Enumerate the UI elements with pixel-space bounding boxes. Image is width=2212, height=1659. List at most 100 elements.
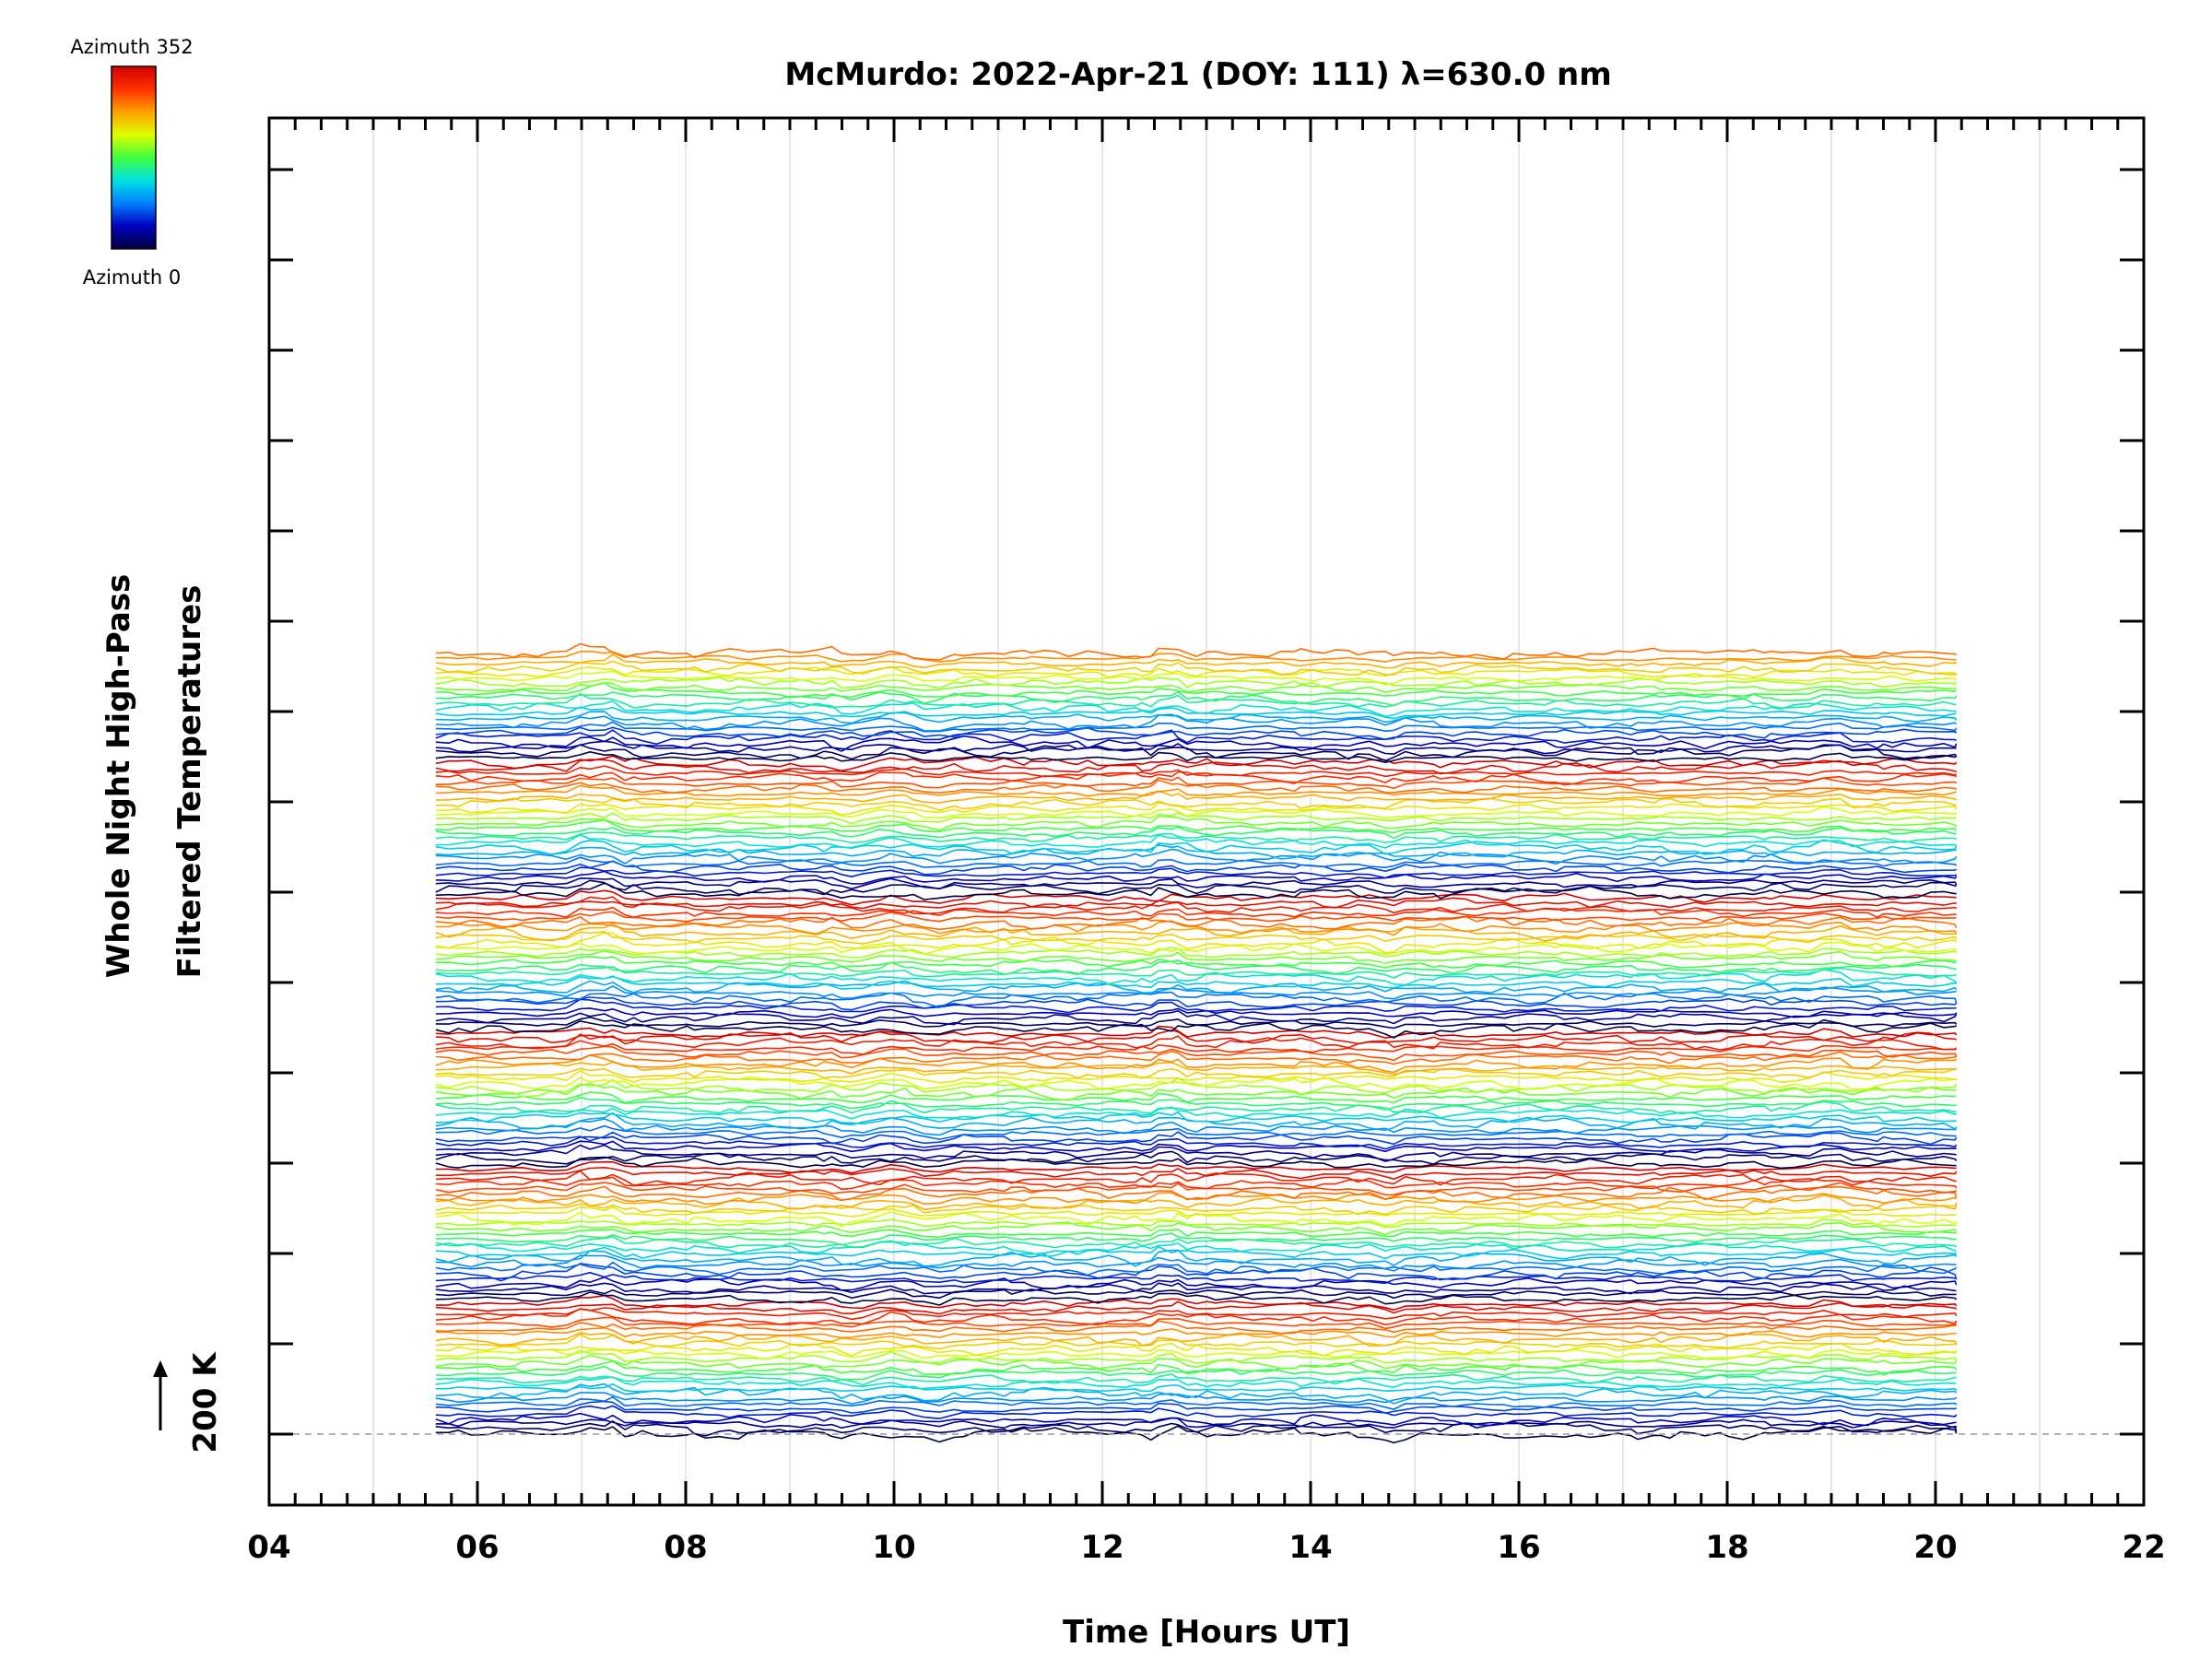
trace-line bbox=[435, 1030, 1958, 1045]
trace-line bbox=[435, 806, 1958, 819]
trace-line bbox=[435, 896, 1958, 915]
trace-line bbox=[435, 1106, 1957, 1120]
trace-line bbox=[435, 653, 1958, 669]
trace-line bbox=[435, 642, 1958, 661]
trace-line bbox=[435, 759, 1958, 775]
trace-line bbox=[435, 950, 1957, 964]
trace-line bbox=[435, 1033, 1958, 1051]
trace-line bbox=[435, 915, 1958, 931]
trace-line bbox=[435, 1067, 1958, 1079]
trace-line bbox=[435, 959, 1957, 976]
trace-line bbox=[435, 811, 1957, 825]
trace-line bbox=[435, 721, 1958, 733]
trace-line bbox=[435, 1347, 1958, 1360]
trace-line bbox=[435, 1131, 1958, 1146]
trace-line bbox=[435, 726, 1958, 741]
y-axis-label-line2: Filtered Temperatures bbox=[171, 585, 208, 979]
trace-line bbox=[435, 744, 1958, 762]
trace-line bbox=[435, 677, 1958, 689]
x-tick-label: 16 bbox=[1497, 1529, 1540, 1566]
trace-line bbox=[435, 956, 1957, 969]
trace-line bbox=[435, 815, 1958, 831]
trace-line bbox=[435, 985, 1958, 1000]
trace-line bbox=[435, 1365, 1958, 1381]
trace-line bbox=[435, 1382, 1958, 1405]
trace-line bbox=[435, 1249, 1958, 1267]
trace-line bbox=[435, 860, 1958, 876]
trace-line bbox=[435, 1420, 1958, 1437]
trace-line bbox=[435, 1182, 1958, 1196]
trace-line bbox=[435, 1417, 1958, 1430]
trace-line bbox=[435, 1112, 1957, 1125]
trace-line bbox=[435, 843, 1958, 860]
trace-line bbox=[435, 1040, 1957, 1055]
trace-line bbox=[435, 1124, 1957, 1140]
trace-line bbox=[435, 1307, 1958, 1321]
trace-line bbox=[435, 1272, 1957, 1285]
trace-line bbox=[435, 831, 1958, 844]
trace-line bbox=[435, 882, 1957, 900]
x-tick-label: 12 bbox=[1080, 1529, 1124, 1566]
trace-line bbox=[435, 1077, 1957, 1090]
trace-line bbox=[435, 1167, 1958, 1180]
trace-line bbox=[435, 1203, 1957, 1216]
trace-line bbox=[435, 1376, 1957, 1390]
traces bbox=[435, 642, 1958, 1444]
trace-line bbox=[435, 966, 1958, 979]
trace-line bbox=[435, 1412, 1957, 1429]
trace-line bbox=[435, 818, 1958, 834]
colorbar-gradient bbox=[111, 65, 157, 250]
trace-line bbox=[435, 1025, 1958, 1039]
trace-line bbox=[435, 1185, 1958, 1202]
scale-marker-label: 200 K bbox=[187, 1351, 224, 1453]
trace-line bbox=[435, 1007, 1958, 1019]
trace-line bbox=[435, 975, 1958, 990]
trace-line bbox=[435, 920, 1958, 936]
trace-line bbox=[435, 1135, 1958, 1150]
trace-line bbox=[435, 1291, 1958, 1306]
trace-line bbox=[435, 729, 1958, 746]
trace-line bbox=[435, 1009, 1958, 1026]
trace-line bbox=[435, 776, 1958, 790]
trace-line bbox=[435, 991, 1958, 1008]
trace-line bbox=[435, 706, 1958, 720]
axis-ticks bbox=[267, 118, 2146, 1505]
trace-line bbox=[435, 1383, 1958, 1393]
trace-line bbox=[435, 1359, 1958, 1376]
trace-line bbox=[435, 848, 1958, 865]
trace-line bbox=[435, 1332, 1958, 1347]
trace-line bbox=[435, 1232, 1958, 1246]
trace-line bbox=[435, 1246, 1958, 1260]
trace-line bbox=[435, 1061, 1958, 1076]
arrow-up-icon bbox=[153, 1360, 168, 1377]
x-tick-label: 20 bbox=[1913, 1529, 1957, 1566]
trace-line bbox=[435, 765, 1958, 778]
trace-line bbox=[435, 877, 1958, 890]
trace-line bbox=[435, 1282, 1957, 1295]
trace-line bbox=[435, 1320, 1957, 1335]
trace-line bbox=[435, 1070, 1958, 1084]
trace-line bbox=[435, 998, 1957, 1014]
trace-line bbox=[435, 932, 1958, 954]
trace-line bbox=[435, 1327, 1957, 1339]
colorbar: Azimuth 352 Azimuth 0 bbox=[70, 36, 193, 288]
trace-line bbox=[435, 690, 1958, 707]
trace-line bbox=[435, 889, 1957, 906]
chart-title: McMurdo: 2022-Apr-21 (DOY: 111) λ=630.0 … bbox=[784, 56, 1611, 93]
trace-line bbox=[435, 665, 1958, 678]
trace-line bbox=[435, 1334, 1958, 1350]
trace-line bbox=[435, 1176, 1958, 1191]
trace-line bbox=[435, 713, 1958, 732]
trace-line bbox=[435, 1294, 1958, 1311]
trace-line bbox=[435, 1228, 1958, 1239]
colorbar-top-label: Azimuth 352 bbox=[70, 36, 193, 58]
trace-line bbox=[435, 1261, 1958, 1277]
trace-line bbox=[435, 1316, 1957, 1330]
trace-line bbox=[435, 980, 1958, 994]
trace-line bbox=[435, 969, 1958, 986]
trace-line bbox=[435, 1354, 1958, 1370]
trace-line bbox=[435, 1373, 1958, 1386]
trace-line bbox=[435, 735, 1958, 752]
trace-line bbox=[435, 1045, 1958, 1062]
trace-line bbox=[435, 1160, 1957, 1174]
